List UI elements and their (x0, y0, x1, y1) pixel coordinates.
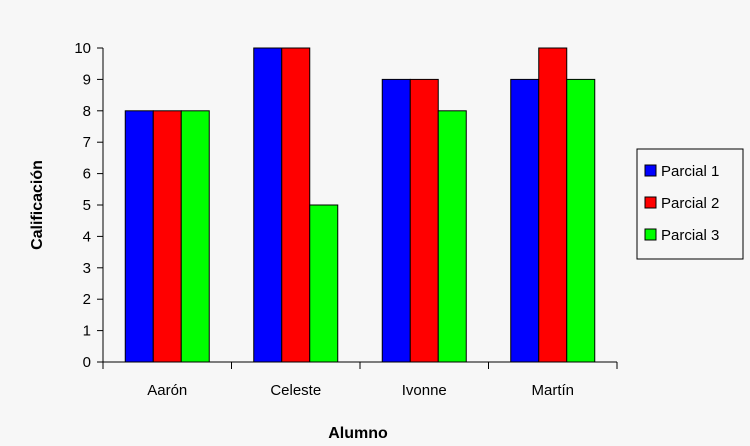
y-tick-label: 1 (83, 323, 91, 340)
bar-parcial-2-4 (538, 47, 568, 363)
x-axis-title: Alumno (328, 425, 388, 441)
y-tick-label: 6 (83, 166, 91, 183)
plot-area (124, 47, 596, 363)
legend-swatch (644, 228, 657, 241)
bar-parcial-3-2 (309, 204, 339, 363)
legend: Parcial 1 Parcial 2 Parcial 3 (636, 148, 744, 260)
y-tick-label: 5 (83, 197, 91, 214)
x-tick-label: Aarón (147, 382, 187, 399)
x-tick-label: Ivonne (402, 382, 447, 399)
x-tick-label: Martín (531, 382, 574, 399)
legend-label: Parcial 1 (661, 163, 719, 180)
bar-parcial-1-2 (253, 47, 283, 363)
bar-parcial-2-3 (409, 78, 439, 363)
legend-label: Parcial 3 (661, 227, 719, 244)
bar-parcial-1-4 (510, 78, 540, 363)
bar-parcial-1-1 (124, 110, 154, 363)
bar-parcial-3-3 (437, 110, 467, 363)
x-axis: Aarón Celeste Ivonne Martín (102, 361, 618, 399)
bar-parcial-2-2 (281, 47, 311, 363)
y-axis: 0 1 2 3 4 5 6 7 8 9 10 (74, 40, 104, 371)
y-tick-label: 8 (83, 103, 91, 120)
y-tick-label: 7 (83, 134, 91, 151)
y-tick-label: 0 (83, 354, 91, 371)
y-tick-label: 9 (83, 71, 91, 88)
y-tick-label: 2 (83, 291, 91, 308)
legend-swatch (644, 164, 657, 177)
y-tick-label: 3 (83, 260, 91, 277)
y-tick-label: 10 (74, 40, 91, 57)
y-tick-label: 4 (83, 228, 91, 245)
bar-parcial-1-3 (381, 78, 411, 363)
bar-parcial-3-4 (566, 78, 596, 363)
y-axis-title: Calificación (29, 160, 46, 250)
bar-parcial-2-1 (152, 110, 182, 363)
legend-label: Parcial 2 (661, 195, 719, 212)
legend-swatch (644, 196, 657, 209)
bar-parcial-3-1 (180, 110, 210, 363)
x-tick-label: Celeste (270, 382, 321, 399)
